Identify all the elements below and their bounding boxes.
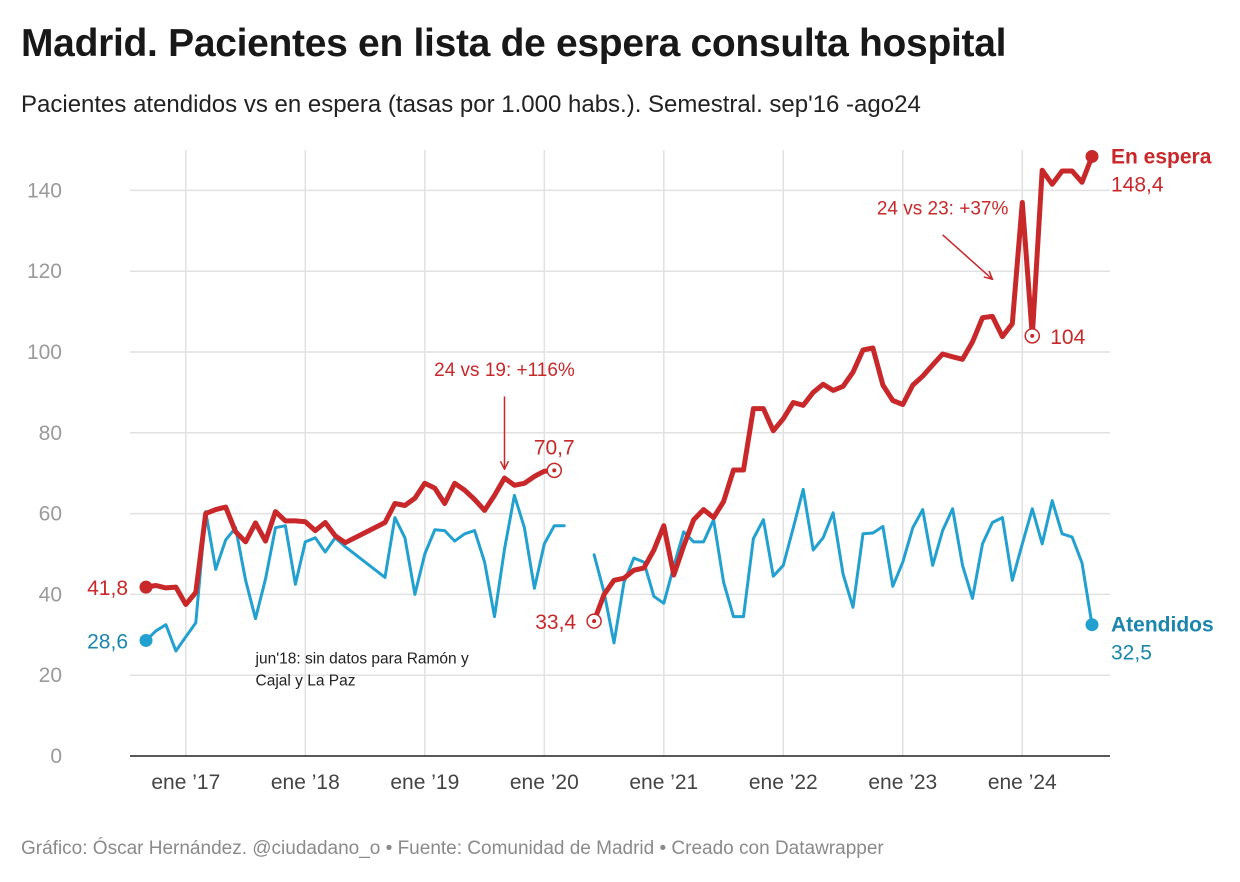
series-end-value: 32,5: [1111, 642, 1152, 665]
series-end-marker: [1085, 149, 1099, 163]
x-tick-label: ene ’20: [510, 771, 579, 794]
data-point-label: 28,6: [87, 630, 128, 653]
series-name-label: Atendidos: [1111, 614, 1214, 637]
grid: [130, 150, 1110, 756]
data-point-label: 33,4: [535, 611, 576, 634]
data-point-marker-center: [1030, 333, 1035, 338]
labels: 41,8 28,6 70,7 33,4 104 En espera 148,4 Atendid…: [87, 145, 1214, 689]
x-tick-label: ene ’17: [151, 771, 220, 794]
annotation-text: 24 vs 23: +37%: [877, 199, 1009, 220]
series-end-marker: [1085, 618, 1099, 632]
data-point-label: 41,8: [87, 577, 128, 600]
y-tick-label: 60: [39, 503, 62, 526]
y-tick-label: 80: [39, 422, 62, 445]
series: [143, 154, 1095, 653]
chart-title: Madrid. Pacientes en lista de espera con…: [21, 22, 1007, 65]
atendidos-series-line: [592, 487, 1094, 645]
x-tick-label: ene ’22: [749, 771, 818, 794]
espera-series-line: [143, 467, 557, 607]
annotation-text: 24 vs 19: +116%: [434, 360, 575, 381]
data-point-marker: [139, 633, 153, 647]
x-tick-label: ene ’19: [390, 771, 459, 794]
y-tick-label: 140: [27, 179, 62, 202]
axes: 0 20 40 60 80 100 120 140 ene ’17 ene ’18 ene ’19 e…: [27, 179, 1110, 794]
data-point-marker: [139, 580, 153, 594]
chart-subtitle: Pacientes atendidos vs en espera (tasas …: [21, 91, 921, 118]
y-tick-label: 20: [39, 664, 62, 687]
chart-note-line: Cajal y La Paz: [256, 673, 356, 690]
y-tick-label: 40: [39, 583, 62, 606]
x-tick-label: ene ’23: [868, 771, 937, 794]
source-footer: Gráfico: Óscar Hernández. @ciudadano_o •…: [21, 838, 884, 859]
annotation-arrow: [942, 234, 993, 279]
x-tick-label: ene ’24: [988, 771, 1057, 794]
data-point-marker-center: [592, 619, 597, 624]
y-tick-label: 120: [27, 260, 62, 283]
y-tick-label: 0: [50, 745, 62, 768]
series-end-value: 148,4: [1111, 173, 1164, 196]
data-point-label: 70,7: [534, 436, 575, 459]
espera-series-line: [591, 154, 1095, 624]
y-tick-label: 100: [27, 341, 62, 364]
x-tick-label: ene ’21: [629, 771, 698, 794]
line-chart: 0 20 40 60 80 100 120 140 ene ’17 ene ’18 ene ’19 e…: [27, 145, 1214, 794]
data-point-marker-center: [552, 468, 557, 473]
x-tick-label: ene ’18: [271, 771, 340, 794]
atendidos-series-line: [144, 493, 566, 653]
series-name-label: En espera: [1111, 145, 1212, 168]
chart-note-line: jun'18: sin datos para Ramón y: [255, 651, 469, 668]
data-point-label: 104: [1050, 326, 1085, 349]
